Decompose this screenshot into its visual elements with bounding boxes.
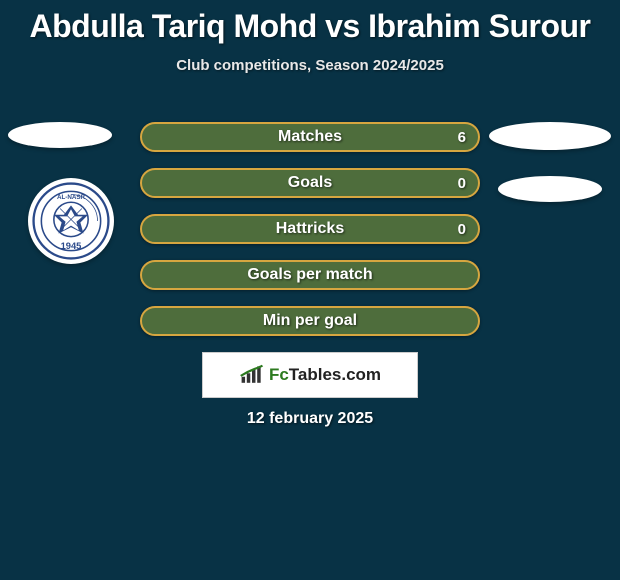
bar-goals: Goals 0 bbox=[140, 168, 480, 198]
player-right-club-placeholder bbox=[498, 176, 602, 202]
svg-text:AL-NASR: AL-NASR bbox=[57, 194, 86, 201]
player-right-avatar-placeholder bbox=[489, 122, 611, 150]
bar-label: Hattricks bbox=[276, 220, 344, 238]
subtitle: Club competitions, Season 2024/2025 bbox=[0, 57, 620, 74]
bar-label: Goals per match bbox=[247, 266, 372, 284]
bar-min-per-goal: Min per goal bbox=[140, 306, 480, 336]
bar-label: Min per goal bbox=[263, 312, 357, 330]
bar-matches: Matches 6 bbox=[140, 122, 480, 152]
svg-text:1945: 1945 bbox=[61, 241, 82, 251]
player-left-avatar-placeholder bbox=[8, 122, 112, 148]
bar-chart-icon bbox=[239, 364, 265, 386]
al-nasr-logo-icon: AL-NASR 1945 bbox=[32, 182, 110, 260]
stat-bars: Matches 6 Goals 0 Hattricks 0 Goals per … bbox=[140, 122, 480, 352]
fctables-text: FcTables.com bbox=[269, 365, 381, 385]
bar-value-right: 6 bbox=[458, 129, 466, 146]
bar-goals-per-match: Goals per match bbox=[140, 260, 480, 290]
bar-label: Goals bbox=[288, 174, 332, 192]
bar-label: Matches bbox=[278, 128, 342, 146]
fc-prefix: Fc bbox=[269, 365, 289, 384]
fc-suffix: Tables bbox=[289, 365, 342, 384]
bar-value-right: 0 bbox=[458, 221, 466, 238]
fc-tld: .com bbox=[341, 365, 381, 384]
date-label: 12 february 2025 bbox=[0, 410, 620, 428]
player-left-club-logo: AL-NASR 1945 bbox=[28, 178, 114, 264]
fctables-logo: FcTables.com bbox=[202, 352, 418, 398]
bar-hattricks: Hattricks 0 bbox=[140, 214, 480, 244]
bar-value-right: 0 bbox=[458, 175, 466, 192]
page-title: Abdulla Tariq Mohd vs Ibrahim Surour bbox=[0, 0, 620, 45]
